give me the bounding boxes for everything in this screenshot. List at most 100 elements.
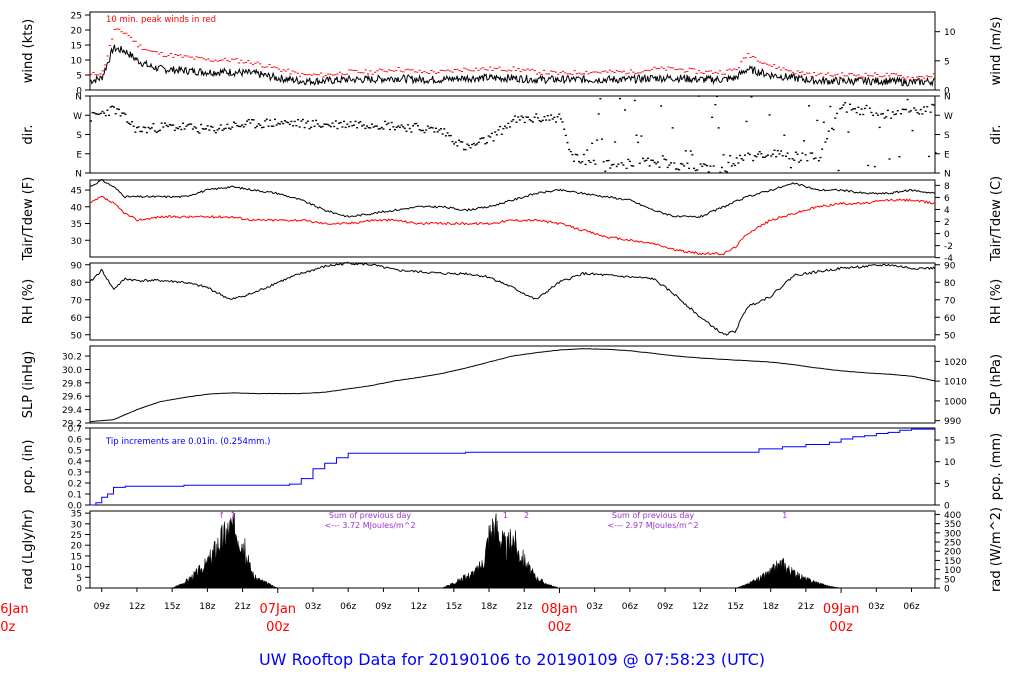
rh-ytick-label: 90 <box>71 261 83 271</box>
temp-ytick-right-label: -4 <box>944 254 953 264</box>
rad-sum-title: Sum of previous day <box>329 511 411 520</box>
slp-frame <box>89 345 936 424</box>
rh-ytick-label: 60 <box>71 314 83 324</box>
rad-day-1 <box>172 511 278 589</box>
slp-ytick-right-label: 990 <box>944 417 961 427</box>
panel-wind: 0 5 10 15 20 25 0 5 10 wind (kts) wind (m/s) <box>21 11 1004 97</box>
rad-ytick-right-label: 200 <box>944 548 961 558</box>
slp-ytick-label: 29.4 <box>62 406 82 416</box>
rh-ytick-right-label: 50 <box>944 331 956 341</box>
rh-data <box>89 261 936 336</box>
slp-series <box>89 348 936 423</box>
time-tick-label: 09z <box>657 602 673 612</box>
rad-ylabel-right: rad (W/m^2) <box>989 507 1004 592</box>
rh-frame <box>89 262 936 341</box>
slp-ylabel-right: SLP (hPa) <box>989 354 1004 415</box>
wind-series <box>89 44 936 87</box>
slp-ytick-label: 30.2 <box>62 353 82 363</box>
slp-ylabel-left: SLP (inHg) <box>21 351 36 419</box>
time-tick-label: 12z <box>692 602 708 612</box>
pcp-ytick-right-label: 0 <box>944 502 950 512</box>
temp-frame <box>89 179 936 258</box>
wind-ytick-label: 25 <box>71 12 82 22</box>
temp-ytick-right-label: 4 <box>944 206 950 216</box>
rh-ytick-right-label: 90 <box>944 261 956 271</box>
rad-ytick-label: 5 <box>76 574 82 584</box>
panel-temp: 30 35 40 45 -4 -2 0 2 4 6 8 Tair/Tdew (F) Tair/Tdew … <box>21 176 1004 264</box>
rad-ytick-right-label: 0 <box>944 585 950 595</box>
wind-ytick-right-label: 0 <box>944 87 950 97</box>
wind-ytick-right-label: 10 <box>944 28 956 38</box>
temp-ytick-right-label: 6 <box>944 194 950 204</box>
pcp-frame <box>89 427 936 506</box>
pcp-ytick-right-label: 10 <box>944 458 956 468</box>
day-label: 09Jan <box>823 602 860 617</box>
time-tick-label: 12z <box>129 602 145 612</box>
rh-ytick-right-label: 80 <box>944 279 956 289</box>
time-tick-label: 18z <box>763 602 779 612</box>
rad-flag: f <box>220 511 223 520</box>
wind-ylabel-right: wind (m/s) <box>989 17 1004 86</box>
wind-ytick-label: 15 <box>71 42 82 52</box>
slp-ytick-right-label: 1000 <box>944 397 967 407</box>
day-hour-label: 00z <box>829 620 853 635</box>
temp-data <box>89 178 936 256</box>
time-tick-label: 09z <box>375 602 391 612</box>
time-tick-label: 15z <box>446 602 462 612</box>
rad-sum-value: <--- 2.97 MJoules/m^2 <box>607 521 698 530</box>
rad-ytick-label: 25 <box>71 531 82 541</box>
rh-series <box>89 261 936 336</box>
wind-ytick-label: 10 <box>71 57 83 67</box>
temp-ytick-right-label: -2 <box>944 242 953 252</box>
pcp-ytick-label: 0.7 <box>68 425 82 435</box>
temp-ylabel-left: Tair/Tdew (F) <box>21 177 36 262</box>
rh-ytick-label: 50 <box>71 331 83 341</box>
rad-ytick-right-label: 50 <box>944 575 956 585</box>
wind-ytick-right-label: 5 <box>944 57 950 67</box>
slp-ytick-label: 29.8 <box>62 379 82 389</box>
rad-ytick-label: 0 <box>76 585 82 595</box>
rh-ytick-label: 70 <box>71 296 83 306</box>
time-tick-label: 09z <box>94 602 110 612</box>
dir-frame <box>89 95 936 174</box>
chart-title: UW Rooftop Data for 20190106 to 20190109… <box>259 650 765 669</box>
slp-ytick-label: 29.6 <box>62 393 82 403</box>
time-tick-label: 06z <box>622 602 638 612</box>
dir-ytick-right-label: S <box>944 131 950 141</box>
dir-ytick-right-label: E <box>944 150 950 160</box>
wind-frame <box>89 11 936 91</box>
wind-ytick-label: 20 <box>71 27 83 37</box>
rad-ytick-right-label: 400 <box>944 511 961 521</box>
slp-data <box>89 348 936 423</box>
rh-ylabel-left: RH (%) <box>21 279 36 324</box>
dir-ylabel-right: dir. <box>989 124 1004 144</box>
day-hour-label: 00z <box>266 620 290 635</box>
dir-ytick-label: W <box>73 112 82 122</box>
temp-ytick-right-label: 0 <box>944 230 950 240</box>
dir-ytick-right-label: N <box>944 170 951 180</box>
slp-ytick-label: 29.2 <box>62 420 82 430</box>
rh-ytick-right-label: 70 <box>944 296 956 306</box>
panel-slp: 29.2 29.4 29.6 29.8 30.0 30.2 990 1000 1010 1020 S… <box>21 345 1004 430</box>
day-label: 07Jan <box>259 602 296 617</box>
time-tick-label: 06z <box>903 602 919 612</box>
edge-day-label: 06Jan <box>0 602 29 617</box>
rad-flag: 1 <box>503 511 508 520</box>
rad-sum-title: Sum of previous day <box>612 511 694 520</box>
rad-data: Sum of previous day<--- 3.72 MJoules/m^2… <box>172 511 842 589</box>
rh-ytick-right-label: 60 <box>944 314 956 324</box>
rad-ytick-right-label: 150 <box>944 557 961 567</box>
pcp-ytick-right-label: 5 <box>944 480 950 490</box>
dir-ytick-right-label: W <box>944 112 953 122</box>
wind-note: 10 min. peak winds in red <box>106 15 216 25</box>
edge-hour-label: 00z <box>0 620 16 635</box>
pcp-ylabel-left: pcp. (in) <box>21 440 36 494</box>
pcp-ylabel-right: pcp. (mm) <box>989 433 1004 500</box>
pcp-ytick-label: 0.6 <box>68 436 83 446</box>
wind-ytick-label: 0 <box>76 87 82 97</box>
temp-ylabel-right: Tair/Tdew (C) <box>989 176 1004 262</box>
dir-ytick-label: N <box>75 93 82 103</box>
rad-sum-value: <--- 3.72 MJoules/m^2 <box>324 521 415 530</box>
pcp-ytick-label: 0.5 <box>68 447 82 457</box>
